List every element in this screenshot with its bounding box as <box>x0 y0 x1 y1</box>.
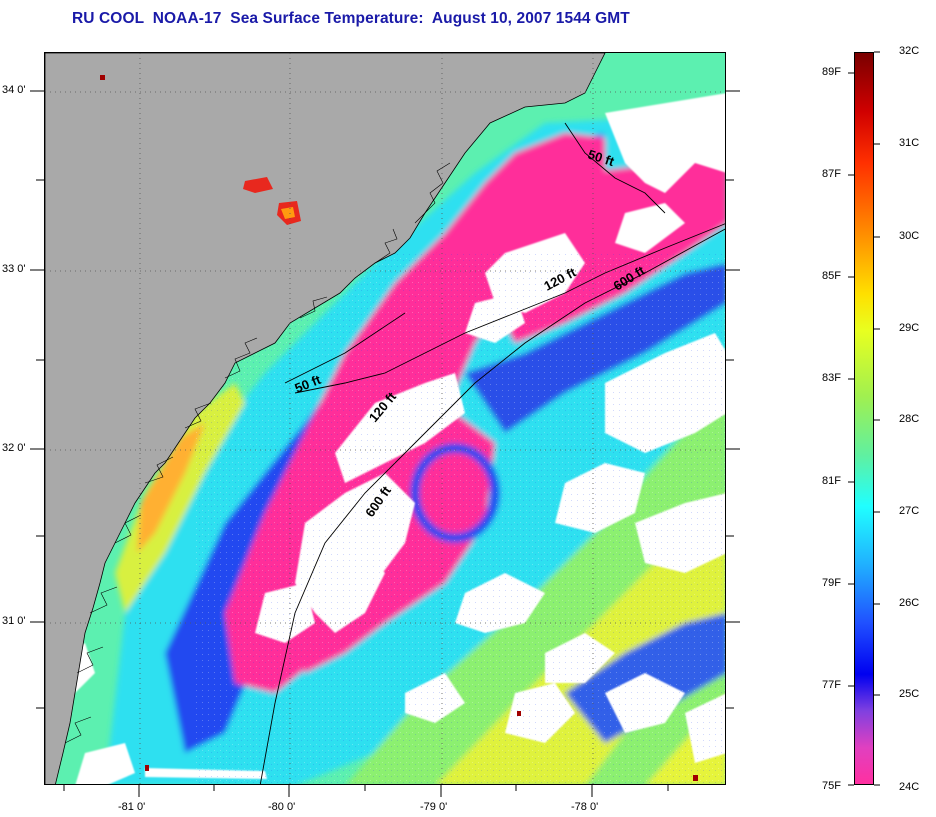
graticule <box>45 53 725 784</box>
coastline-detail <box>64 162 451 744</box>
lat-label-32: 32 0' <box>2 442 26 454</box>
lon-label-80: -80 0' <box>268 801 296 813</box>
cb-fahrenheit-label: 89F <box>822 66 841 78</box>
cb-celsius-label: 27C <box>899 505 920 517</box>
lat-label-33: 33 0' <box>2 263 26 275</box>
isobath-lines <box>259 122 725 784</box>
lon-label-78: -78 0' <box>571 801 599 813</box>
isobath-50ft-north <box>564 122 666 214</box>
lon-label-79: -79 0' <box>420 801 448 813</box>
map-title: RU COOL NOAA-17 Sea Surface Temperature:… <box>72 10 630 27</box>
cb-celsius-label: 28C <box>899 413 920 425</box>
cb-celsius-label: 26C <box>899 597 920 609</box>
cb-fahrenheit-label: 83F <box>822 372 841 384</box>
sst-map-svg: 50 ft 120 ft 600 ft 50 ft 120 ft 600 ft <box>45 53 725 784</box>
temperature-colorbar <box>854 52 874 785</box>
cb-celsius-label: 31C <box>899 137 920 149</box>
cb-fahrenheit-label: 79F <box>822 577 841 589</box>
cb-celsius-label: 24C <box>899 781 920 793</box>
cb-celsius-label: 30C <box>899 230 920 242</box>
sst-zone-nearshore-orange <box>137 423 205 553</box>
cb-celsius-label: 29C <box>899 322 920 334</box>
lon-label-81: -81 0' <box>118 801 146 813</box>
cb-fahrenheit-label: 75F <box>822 780 841 792</box>
isobath-120ft <box>294 223 725 394</box>
sst-map: 50 ft 120 ft 600 ft 50 ft 120 ft 600 ft <box>44 52 726 785</box>
cb-celsius-label: 32C <box>899 45 920 57</box>
cb-celsius-label: 25C <box>899 688 920 700</box>
cb-fahrenheit-label: 87F <box>822 168 841 180</box>
lat-label-31: 31 0' <box>2 615 26 627</box>
cb-fahrenheit-label: 81F <box>822 475 841 487</box>
lat-label-34: 34 0' <box>2 84 26 96</box>
isobath-600ft <box>259 228 725 784</box>
warm-patches <box>100 75 698 781</box>
isobath-50ft-south <box>284 312 406 384</box>
cloud-speckle <box>195 253 725 784</box>
cb-fahrenheit-label: 85F <box>822 270 841 282</box>
cb-fahrenheit-label: 77F <box>822 679 841 691</box>
land-mass <box>45 53 606 784</box>
